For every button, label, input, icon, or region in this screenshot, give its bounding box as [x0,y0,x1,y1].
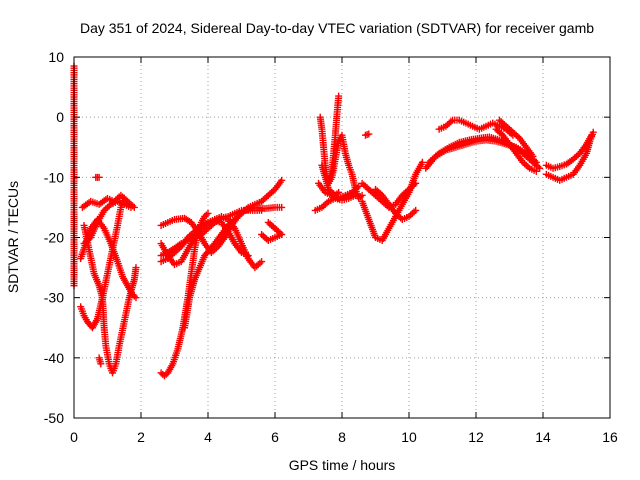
x-tick-label: 4 [204,429,212,445]
x-tick-label: 2 [137,429,145,445]
data-point [278,176,286,184]
x-tick-label: 16 [602,429,618,445]
data-point [132,294,140,302]
data-point [132,264,140,272]
y-tick-label: 0 [56,109,64,125]
data-point [258,206,266,214]
data-point [258,258,266,266]
x-axis-label: GPS time / hours [289,457,396,473]
y-tick-label: 10 [48,49,64,65]
x-tick-label: 0 [70,429,78,445]
data-point [95,173,103,181]
data-point [278,203,286,211]
data-point [97,360,105,368]
y-tick-label: -20 [44,230,64,246]
y-tick-label: -40 [44,350,64,366]
data-point [412,206,420,214]
y-axis-label: SDTVAR / TECUs [5,181,21,293]
data-point [335,92,343,100]
x-tick-label: 6 [271,429,279,445]
data-point [588,131,596,139]
x-axis-ticks: 0 2 4 6 8 10 12 14 16 [70,57,618,445]
data-point [271,224,279,232]
y-axis-ticks: -50 -40 -30 -20 -10 0 10 [44,49,610,426]
data-point [127,203,135,211]
data-points [70,62,597,380]
y-tick-label: -30 [44,290,64,306]
data-point [335,188,343,196]
x-tick-label: 10 [401,429,417,445]
data-point [365,130,373,138]
chart-title: Day 351 of 2024, Sidereal Day-to-day VTE… [80,20,594,36]
x-tick-label: 8 [338,429,346,445]
data-point [418,158,426,166]
grid [74,57,610,418]
x-tick-label: 14 [535,429,551,445]
data-point [358,191,366,199]
data-point [204,209,212,217]
y-tick-label: -50 [44,410,64,426]
x-tick-label: 12 [468,429,484,445]
y-tick-label: -10 [44,169,64,185]
data-point [529,152,537,160]
data-point [532,167,540,175]
